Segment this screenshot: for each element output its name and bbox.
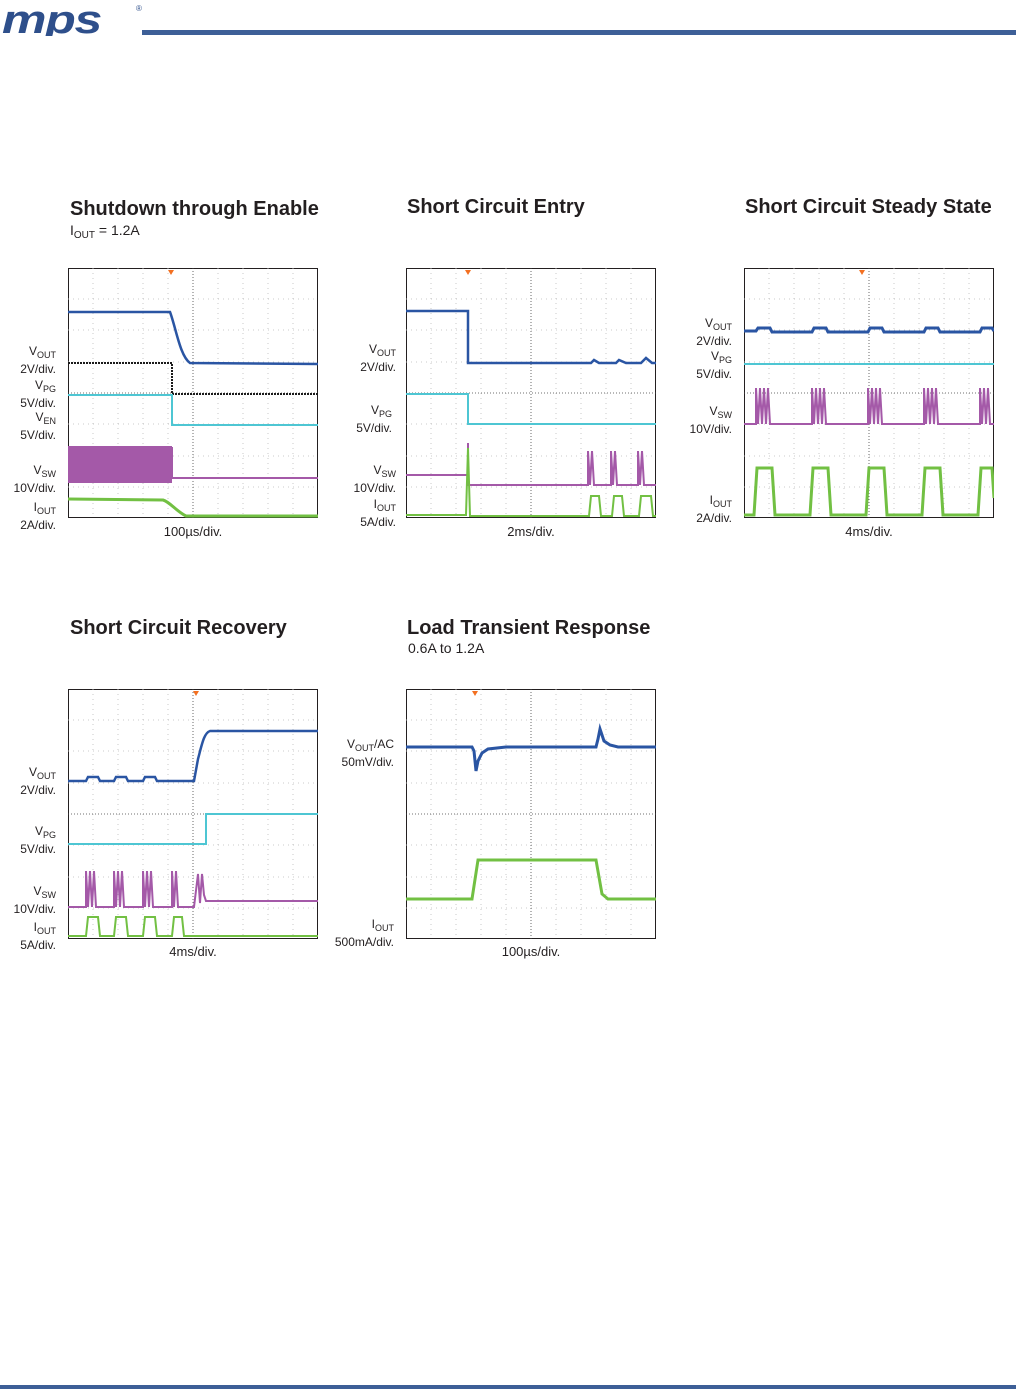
plot-title: Shutdown through Enable xyxy=(70,198,319,220)
trace-vout xyxy=(68,310,318,366)
channel-label-vpg: VPG 5V/div. xyxy=(20,378,56,410)
plot-title: Load Transient Response xyxy=(407,617,651,639)
channel-label-vpg: VPG 5V/div. xyxy=(356,403,392,435)
trace-vpg xyxy=(68,394,318,426)
trigger-marker xyxy=(193,691,199,696)
time-division: 100µs/div. xyxy=(501,944,561,959)
channel-label-vout: VOUT 2V/div. xyxy=(696,316,732,348)
trace-iout xyxy=(744,466,994,517)
trace-iout xyxy=(406,858,656,901)
channel-label-vout-ac: VOUT/AC 50mV/div. xyxy=(341,737,394,769)
scope-screen xyxy=(68,268,318,518)
trace-iout xyxy=(68,497,318,518)
trace-vsw xyxy=(68,870,318,908)
scope-screen xyxy=(68,689,318,939)
trace-vsw xyxy=(744,387,994,425)
channel-label-vsw: VSW 10V/div. xyxy=(13,463,56,495)
trace-ven xyxy=(68,362,318,395)
plot-subtitle: IOUT = 1.2A xyxy=(70,222,140,241)
mps-logo: mps ® xyxy=(2,2,142,36)
trigger-marker xyxy=(168,270,174,275)
trace-vsw-switching xyxy=(68,446,172,483)
channel-label-vout: VOUT 2V/div. xyxy=(20,765,56,797)
channel-label-vsw: VSW 10V/div. xyxy=(13,884,56,916)
trigger-marker xyxy=(472,691,478,696)
channel-label-iout: IOUT 2A/div. xyxy=(696,493,732,525)
trace-vout xyxy=(68,729,318,783)
time-division: 4ms/div. xyxy=(169,944,217,959)
channel-label-vpg: VPG 5V/div. xyxy=(696,349,732,381)
time-division: 2ms/div. xyxy=(507,524,555,539)
channel-label-vout: VOUT 2V/div. xyxy=(20,344,56,376)
trace-vsw xyxy=(406,443,656,486)
time-division: 4ms/div. xyxy=(845,524,893,539)
channel-label-ven: VEN 5V/div. xyxy=(20,410,56,442)
channel-label-iout: IOUT 500mA/div. xyxy=(334,917,394,949)
scope-frame xyxy=(406,689,656,939)
trace-iout xyxy=(406,447,656,517)
channel-label-iout: IOUT 2A/div. xyxy=(20,500,56,532)
plot-title: Short Circuit Steady State xyxy=(745,196,992,218)
plot-title: Short Circuit Recovery xyxy=(70,617,287,639)
svg-text:®: ® xyxy=(136,4,142,13)
trigger-marker xyxy=(465,270,471,275)
trace-iout xyxy=(68,916,318,937)
scope-screen xyxy=(406,268,656,518)
channel-label-vpg: VPG 5V/div. xyxy=(20,824,56,856)
scope-screen xyxy=(744,268,994,518)
trigger-marker xyxy=(859,270,865,275)
channel-label-iout: IOUT 5A/div. xyxy=(360,497,396,529)
footer-rule xyxy=(0,1385,1016,1389)
trace-vout xyxy=(406,309,656,365)
plot-subtitle: 0.6A to 1.2A xyxy=(408,640,485,656)
trace-vpg xyxy=(68,813,318,845)
channel-label-vsw: VSW 10V/div. xyxy=(353,463,396,495)
svg-text:mps: mps xyxy=(2,2,101,36)
channel-label-iout: IOUT 5A/div. xyxy=(20,920,56,952)
plot-title: Short Circuit Entry xyxy=(407,196,585,218)
trace-vout-ac xyxy=(406,723,656,772)
channel-label-vout: VOUT 2V/div. xyxy=(360,342,396,374)
trace-vout xyxy=(744,326,994,334)
scope-screen xyxy=(406,689,656,939)
channel-label-vsw: VSW 10V/div. xyxy=(689,404,732,436)
time-division: 100µs/div. xyxy=(163,524,223,539)
header-rule xyxy=(142,30,1016,35)
trace-vpg xyxy=(406,393,656,425)
